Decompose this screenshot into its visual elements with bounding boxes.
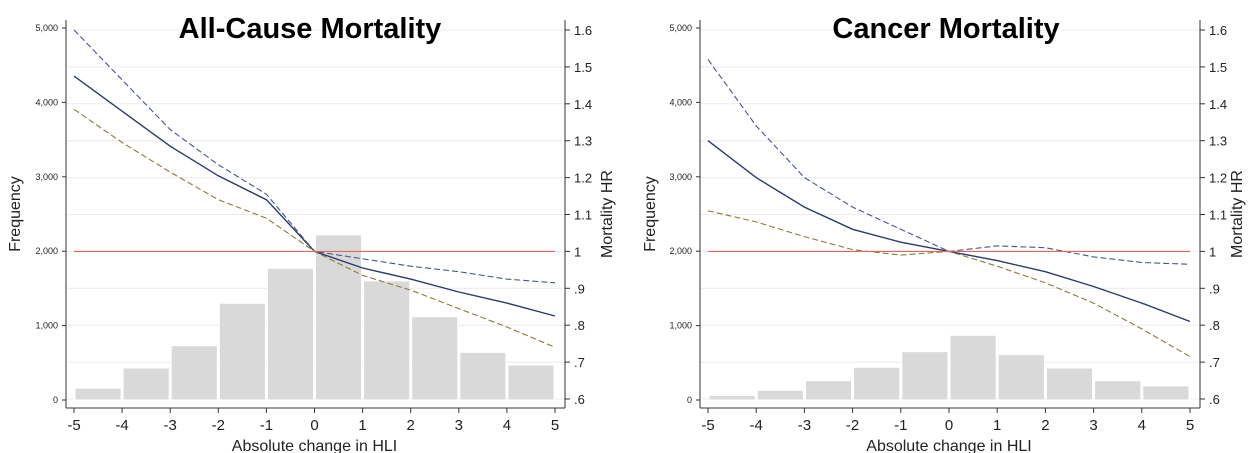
chart-panel-1: 0 1,000 2,000 3,000 4,000 5,000 .6 .7 .8 .9 1 1.1 1.… xyxy=(7,13,616,453)
x-tick-label: -5 xyxy=(67,417,80,434)
y-tick-label: 4,000 xyxy=(669,97,692,107)
hr-line xyxy=(707,140,1191,323)
y2-tick-label: .8 xyxy=(1209,318,1220,333)
x-tick-label: -2 xyxy=(846,417,859,434)
chart-panel-2: 0 1,000 2,000 3,000 4,000 5,000 .6 .7 .8 .9 1 1.1 1.… xyxy=(642,13,1246,453)
x-tick-label: 3 xyxy=(1089,417,1097,434)
histogram-bar xyxy=(756,389,804,401)
y-axis-title: Frequency xyxy=(642,176,659,252)
x-tick-label: -1 xyxy=(260,417,273,434)
histogram-bar xyxy=(74,387,122,401)
x-tick-label: 5 xyxy=(1186,417,1194,434)
y-tick-label: 2,000 xyxy=(669,246,692,256)
y-tick-label: 5,000 xyxy=(669,23,692,33)
y2-tick-label: 1.4 xyxy=(574,97,592,112)
x-tick-label: -4 xyxy=(115,417,128,434)
x-tick-label: 4 xyxy=(503,417,511,434)
y-tick-label: 0 xyxy=(53,395,58,405)
y2-tick-label: .9 xyxy=(1209,281,1220,296)
y2-tick-label: 1.1 xyxy=(574,208,592,223)
upper-ci-line xyxy=(707,59,1191,265)
x-tick-label: -4 xyxy=(750,417,763,434)
y-tick-label: 2,000 xyxy=(35,246,58,256)
y2-tick-label: 1 xyxy=(1209,244,1216,259)
histogram-bar xyxy=(170,345,218,401)
y2-tick-label: 1 xyxy=(574,244,581,259)
chart-title: All-Cause Mortality xyxy=(179,13,442,45)
y-tick-label: 1,000 xyxy=(669,321,692,331)
y-tick-label: 1,000 xyxy=(35,321,58,331)
lower-ci-line xyxy=(73,108,556,348)
histogram-bar xyxy=(315,234,363,401)
y2-axis-title: Mortality HR xyxy=(599,170,616,258)
x-tick-label: 2 xyxy=(1041,417,1049,434)
x-tick-label: 5 xyxy=(551,417,559,434)
x-tick-label: 0 xyxy=(310,417,318,434)
y-tick-label: 3,000 xyxy=(35,172,58,182)
x-tick-label: -1 xyxy=(894,417,907,434)
x-tick-label: -5 xyxy=(701,417,714,434)
y2-tick-label: 1.5 xyxy=(1209,60,1227,75)
y2-tick-label: .7 xyxy=(574,355,585,370)
histogram-bar xyxy=(122,367,170,401)
y2-tick-label: .8 xyxy=(574,318,585,333)
y2-tick-label: 1.3 xyxy=(574,134,592,149)
histogram-bar xyxy=(949,334,997,401)
y-tick-label: 3,000 xyxy=(669,172,692,182)
histogram-bar xyxy=(411,316,459,401)
x-tick-label: -2 xyxy=(212,417,225,434)
y2-tick-label: .9 xyxy=(574,281,585,296)
histogram-bar xyxy=(266,267,314,401)
histogram-bar xyxy=(459,351,507,401)
x-tick-label: 2 xyxy=(407,417,415,434)
y2-tick-label: 1.2 xyxy=(574,171,592,186)
x-tick-label: 0 xyxy=(945,417,953,434)
histogram-bar xyxy=(853,366,901,401)
y2-tick-label: .7 xyxy=(1209,355,1220,370)
x-tick-label: -3 xyxy=(164,417,177,434)
y2-tick-label: 1.1 xyxy=(1209,208,1227,223)
y-tick-label: 5,000 xyxy=(35,23,58,33)
y2-tick-label: 1.4 xyxy=(1209,97,1227,112)
histogram-bar xyxy=(1142,385,1190,401)
chart-title: Cancer Mortality xyxy=(832,13,1059,45)
histogram-bar xyxy=(507,364,555,401)
x-tick-label: 1 xyxy=(993,417,1001,434)
histogram-bar xyxy=(363,280,411,401)
histogram-bar xyxy=(1045,367,1094,401)
lower-ci-line xyxy=(707,210,1191,358)
histogram-bar xyxy=(997,354,1045,401)
histogram-bar xyxy=(804,380,853,401)
upper-ci-line xyxy=(73,29,556,284)
y2-tick-label: .6 xyxy=(1209,392,1220,407)
histogram-bar xyxy=(218,302,266,401)
x-tick-label: -3 xyxy=(798,417,811,434)
x-axis-title: Absolute change in HLI xyxy=(232,438,397,453)
x-tick-label: 3 xyxy=(455,417,463,434)
x-tick-label: 4 xyxy=(1138,417,1146,434)
histogram-bar xyxy=(708,395,756,401)
y-tick-label: 0 xyxy=(687,395,692,405)
y2-tick-label: 1.3 xyxy=(1209,134,1227,149)
y-axis-title: Frequency xyxy=(7,176,24,252)
y2-tick-label: 1.6 xyxy=(574,23,592,38)
y-tick-label: 4,000 xyxy=(35,97,58,107)
y2-tick-label: 1.5 xyxy=(574,60,592,75)
y2-tick-label: 1.2 xyxy=(1209,171,1227,186)
histogram-bar xyxy=(901,351,949,401)
histogram-bar xyxy=(1094,380,1142,401)
y2-axis-title: Mortality HR xyxy=(1229,170,1246,258)
x-tick-label: 1 xyxy=(358,417,366,434)
y2-tick-label: .6 xyxy=(574,392,585,407)
y2-tick-label: 1.6 xyxy=(1209,23,1227,38)
hr-line xyxy=(73,75,556,317)
x-axis-title: Absolute change in HLI xyxy=(866,438,1031,453)
